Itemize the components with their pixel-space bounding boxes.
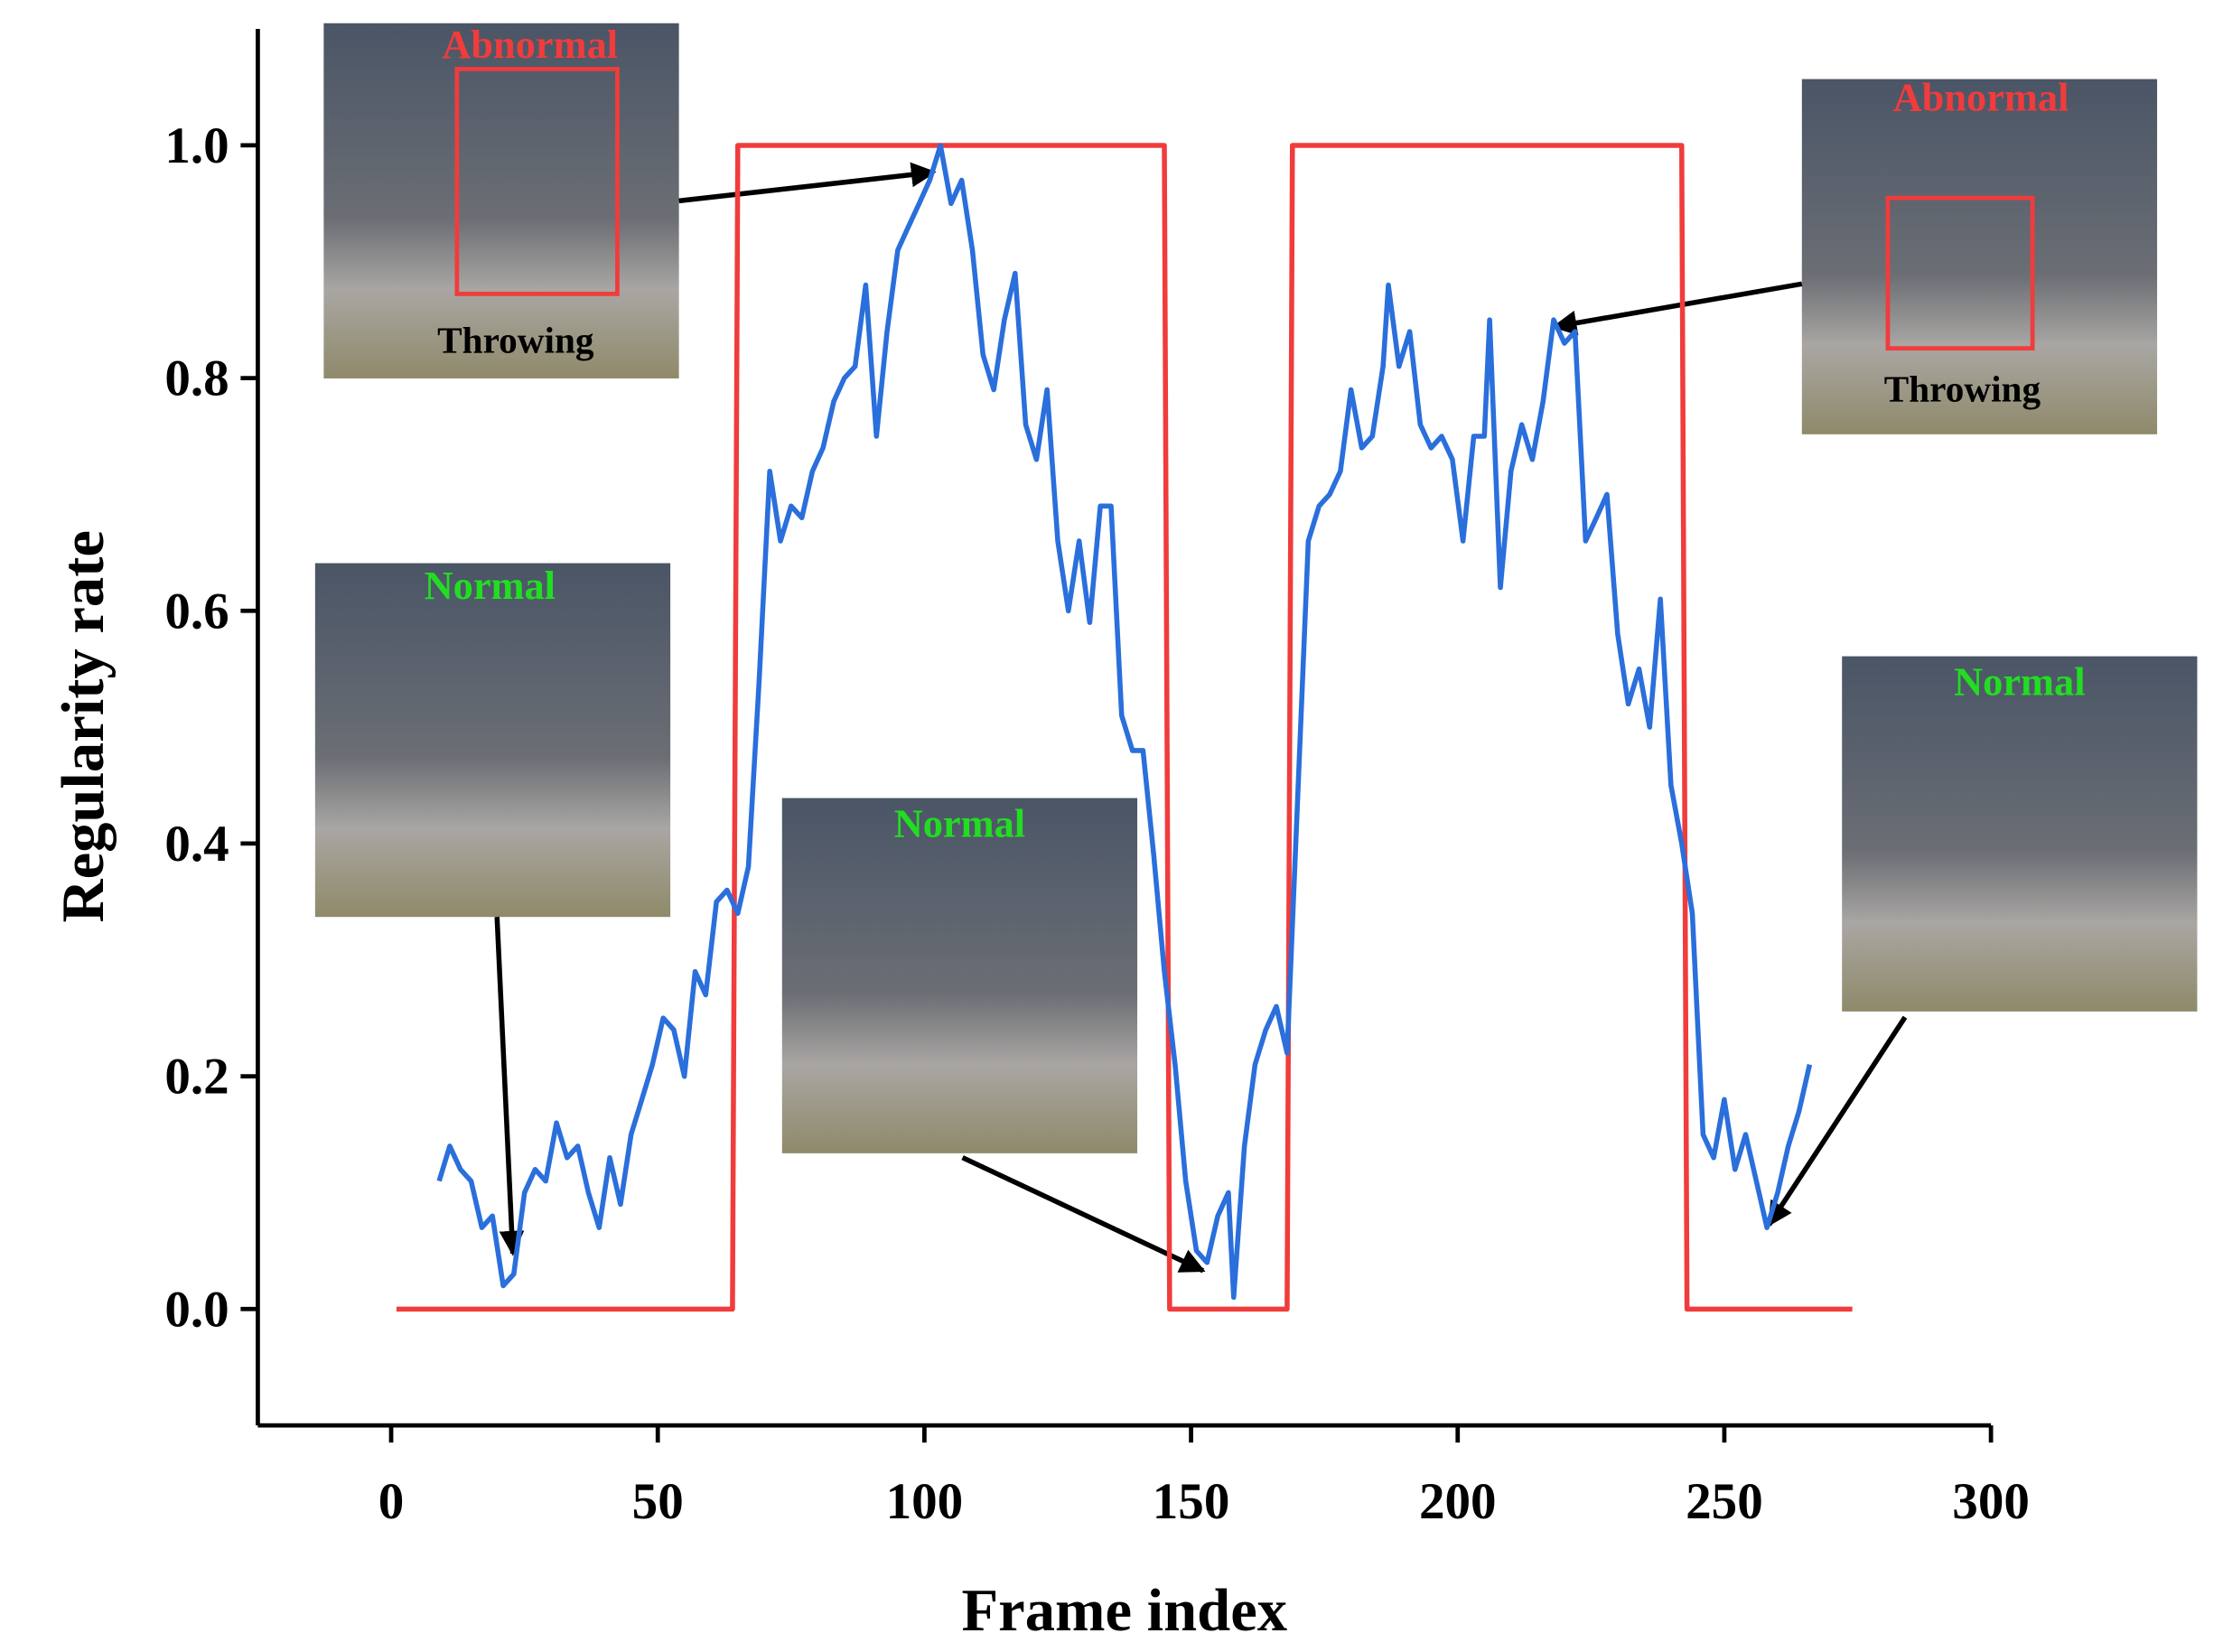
inset-image [781,798,1138,1153]
inset-image [314,563,671,918]
annotation: Normal [1954,658,2085,704]
inset-image [1801,79,2158,434]
x-tick-label: 200 [1419,1473,1497,1530]
y-tick-label: 0.8 [164,350,229,407]
arrow [678,162,937,204]
arrow [1551,281,1803,336]
inset-image [323,23,679,378]
arrow [1767,1015,1908,1227]
detection-box [454,67,620,296]
insets [314,23,2198,1153]
x-tick-label: 50 [632,1473,684,1530]
y-tick-label: 0.6 [164,583,229,639]
y-tick-label: 0.2 [164,1049,229,1106]
y-tick-label: 0.4 [164,816,229,873]
arrow [961,1155,1206,1274]
y-axis-label: Regularity rate [51,530,117,922]
annotation: Abnormal [442,22,618,67]
detection-box [1885,195,2035,351]
annotation: Normal [425,563,556,608]
series-line [396,143,1853,1312]
y-tick-label: 1.0 [164,117,229,174]
x-axis-label: Frame index [961,1578,1287,1644]
annotation: Normal [894,800,1025,845]
x-tick-label: 150 [1153,1473,1230,1530]
annotation: Throwing [1884,368,2041,409]
series-line [436,143,1813,1301]
x-tick-label: 0 [378,1473,405,1530]
x-tick-label: 100 [886,1473,964,1530]
inset-image [1842,656,2198,1012]
x-tick-label: 250 [1686,1473,1763,1530]
arrows [494,162,1908,1274]
annotation: Abnormal [1893,74,2069,119]
annotation: Throwing [437,319,594,360]
x-tick-label: 300 [1952,1473,2030,1530]
y-tick-label: 0.0 [164,1281,229,1338]
arrow [494,917,525,1256]
